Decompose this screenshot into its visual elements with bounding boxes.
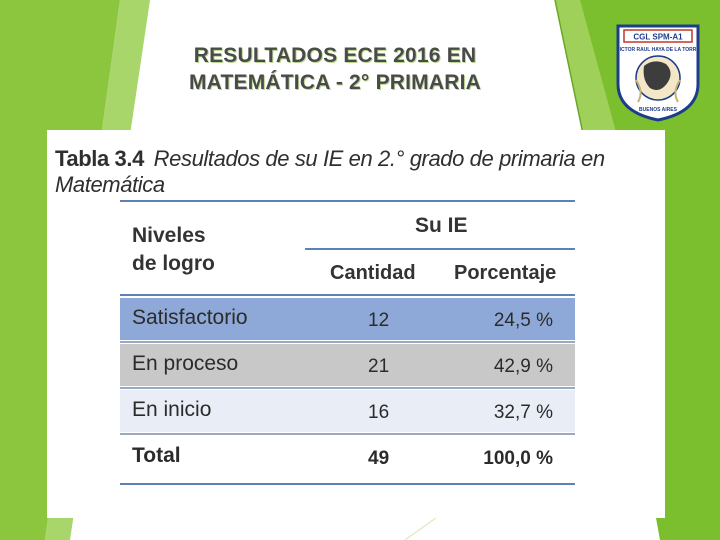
header-group-su-ie: Su IE bbox=[415, 214, 468, 237]
crest-bottom-text: BUENOS AIRES bbox=[639, 107, 678, 113]
crest-portrait-figure bbox=[643, 61, 671, 90]
row-percent: 32,7 % bbox=[493, 402, 553, 423]
row-label: Satisfactorio bbox=[132, 306, 248, 329]
table-caption-number: Tabla 3.4 bbox=[55, 146, 144, 171]
header-percent: Porcentaje bbox=[454, 262, 557, 284]
row-percent: 42,9 % bbox=[493, 356, 553, 377]
header-levels-line-1: Niveles bbox=[132, 224, 206, 247]
table-bottom-rule bbox=[120, 483, 575, 485]
row-percent: 24,5 % bbox=[493, 310, 553, 331]
row-quantity: 12 bbox=[368, 310, 390, 331]
header-levels: Niveles de logro bbox=[132, 222, 215, 278]
table-row-en-inicio: En inicio 16 32,7 % bbox=[120, 390, 575, 432]
crest-ornament-left bbox=[635, 79, 642, 103]
crest-arc-text: VICTOR RAUL HAYA DE LA TORRE bbox=[616, 47, 700, 53]
table-top-rule bbox=[120, 200, 575, 202]
row-divider bbox=[120, 433, 575, 435]
row-label: Total bbox=[132, 444, 181, 467]
row-divider bbox=[120, 341, 575, 343]
table-panel: Tabla 3.4 Resultados de su IE en 2.° gra… bbox=[47, 130, 665, 518]
header-levels-line-2: de logro bbox=[132, 252, 215, 275]
row-label: En inicio bbox=[132, 398, 212, 421]
slide-title-line-1: RESULTADOS ECE 2016 EN bbox=[193, 44, 477, 67]
school-crest-logo: CGL SPM-A1 VICTOR RAUL HAYA DE LA TORRE … bbox=[616, 24, 700, 122]
table-row-en-proceso: En proceso 21 42,9 % bbox=[120, 344, 575, 386]
header-bottom-rule bbox=[120, 294, 575, 296]
row-percent: 100,0 % bbox=[483, 448, 553, 469]
row-quantity: 49 bbox=[368, 448, 390, 469]
table-row-total: Total 49 100,0 % bbox=[120, 436, 575, 478]
crest-top-text: CGL SPM-A1 bbox=[633, 33, 683, 42]
group-header-rule bbox=[305, 248, 575, 250]
row-quantity: 21 bbox=[368, 356, 390, 377]
table-row-satisfactorio: Satisfactorio 12 24,5 % bbox=[120, 298, 575, 340]
table-caption: Tabla 3.4 Resultados de su IE en 2.° gra… bbox=[55, 146, 660, 198]
crest-ornament-right bbox=[674, 79, 681, 103]
slide-title-line-2: MATEMÁTICA - 2° PRIMARIA bbox=[188, 71, 481, 94]
header-quantity: Cantidad bbox=[330, 262, 416, 284]
table-caption-text: Resultados de su IE en 2.° grado de prim… bbox=[55, 146, 605, 197]
row-label: En proceso bbox=[132, 352, 239, 375]
row-quantity: 16 bbox=[368, 402, 390, 423]
bottom-accent-line bbox=[404, 514, 441, 540]
slide-title: RESULTADOS ECE 2016 EN MATEMÁTICA - 2° P… bbox=[150, 42, 520, 96]
crest-top-band bbox=[623, 29, 693, 43]
row-divider bbox=[120, 387, 575, 389]
results-table: Niveles de logro Su IE Cantidad Porcenta… bbox=[120, 200, 575, 486]
